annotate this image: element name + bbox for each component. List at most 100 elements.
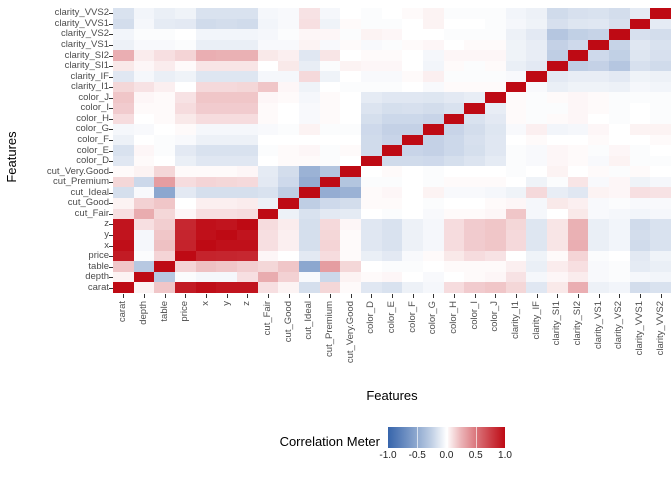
- heatmap-cell: [113, 250, 134, 262]
- x-tick-label: cut_Premium: [324, 301, 335, 357]
- heatmap-cell: [546, 134, 568, 146]
- heatmap-cell: [133, 208, 155, 220]
- x-tick-label: depth: [138, 301, 149, 325]
- heatmap-cell: [422, 124, 444, 135]
- heatmap-cell: [133, 271, 155, 283]
- heatmap-cell: [567, 208, 589, 220]
- heatmap-cell: [443, 282, 465, 293]
- heatmap-cell: [381, 240, 403, 251]
- x-tick-label: clarity_VS2: [613, 301, 625, 350]
- heatmap-cell: [298, 197, 320, 209]
- heatmap-cell: [546, 240, 568, 251]
- heatmap-cell: [360, 29, 382, 40]
- heatmap-cell: [319, 134, 341, 146]
- heatmap-cell: [113, 166, 134, 177]
- x-tick-mark: [206, 294, 207, 298]
- x-tick-mark: [309, 294, 311, 298]
- heatmap-cell: [216, 29, 237, 40]
- heatmap-cell: [174, 124, 196, 135]
- heatmap-cell: [113, 240, 134, 251]
- heatmap-cell: [443, 240, 465, 251]
- heatmap-cell: [381, 50, 403, 61]
- heatmap-cell: [360, 166, 382, 177]
- legend-tick-label: -0.5: [408, 450, 426, 461]
- heatmap-cell: [484, 102, 506, 114]
- y-tick-label: clarity_SI1: [64, 60, 109, 72]
- heatmap-cell: [113, 92, 134, 103]
- heatmap-cell: [257, 187, 279, 198]
- heatmap-cell: [588, 134, 609, 146]
- heatmap-cell: [422, 208, 444, 220]
- heatmap-cell: [278, 219, 299, 230]
- heatmap-cell: [505, 166, 527, 177]
- heatmap-cell: [381, 124, 403, 135]
- y-tick-label: clarity_SI2: [64, 49, 109, 61]
- heatmap-cell: [298, 176, 320, 188]
- heatmap-cell: [174, 18, 196, 30]
- heatmap-cell: [340, 81, 361, 93]
- heatmap-cell: [278, 187, 299, 198]
- heatmap-cell: [298, 39, 320, 51]
- heatmap-cell: [278, 166, 299, 177]
- heatmap-cell: [484, 197, 506, 209]
- heatmap-cell: [340, 102, 361, 114]
- heatmap-cell: [402, 166, 423, 177]
- heatmap-cell: [608, 187, 630, 198]
- y-tick-label: cut_Very.Good: [46, 165, 109, 177]
- heatmap-cell: [608, 219, 630, 230]
- heatmap-cell: [257, 271, 279, 283]
- heatmap-cell: [546, 229, 568, 241]
- heatmap-cell: [650, 176, 671, 188]
- y-tick-mark: [108, 76, 113, 78]
- heatmap-cell: [195, 208, 217, 220]
- heatmap-cell: [567, 197, 589, 209]
- heatmap-cell: [154, 71, 175, 82]
- y-tick-label: cut_Premium: [53, 176, 109, 188]
- heatmap-cell: [236, 229, 258, 241]
- heatmap-cell: [443, 155, 465, 167]
- heatmap-cell: [298, 240, 320, 251]
- heatmap-cell: [319, 229, 341, 241]
- heatmap-cell: [484, 39, 506, 51]
- heatmap-cell: [567, 81, 589, 93]
- heatmap-cell: [174, 92, 196, 103]
- heatmap-cell: [278, 155, 299, 167]
- heatmap-cell: [133, 166, 155, 177]
- heatmap-cell: [526, 18, 547, 30]
- y-tick-label: z: [104, 218, 109, 230]
- y-tick-label: color_G: [75, 123, 109, 135]
- heatmap-cell: [154, 113, 175, 125]
- heatmap-cell: [113, 124, 134, 135]
- x-tick-mark: [619, 294, 621, 298]
- heatmap-cell: [216, 229, 237, 241]
- heatmap-cell: [381, 134, 403, 146]
- heatmap-cell: [216, 219, 237, 230]
- heatmap-cell: [443, 102, 465, 114]
- x-tick-label: clarity_SI2: [572, 301, 583, 346]
- heatmap-cell: [588, 81, 609, 93]
- heatmap-cell: [340, 250, 361, 262]
- heatmap-cell: [588, 50, 609, 61]
- y-tick-label: carat: [87, 281, 109, 293]
- y-tick-mark: [108, 161, 113, 163]
- legend-tick-label: -1.0: [379, 450, 397, 461]
- heatmap-cell: [526, 29, 547, 40]
- heatmap-cell: [133, 155, 155, 167]
- heatmap-cell: [567, 8, 589, 19]
- y-tick-label: y: [104, 228, 109, 240]
- heatmap-cell: [484, 145, 506, 156]
- heatmap-cell: [505, 102, 527, 114]
- y-tick-mark: [108, 13, 113, 15]
- heatmap-cell: [567, 240, 589, 251]
- heatmap-cell: [340, 155, 361, 167]
- heatmap-cell: [133, 197, 155, 209]
- heatmap-cell: [650, 113, 671, 125]
- heatmap-cell: [608, 176, 630, 188]
- heatmap-cell: [360, 271, 382, 283]
- heatmap-cell: [402, 50, 423, 61]
- x-tick-mark: [288, 294, 290, 298]
- y-tick-mark: [108, 55, 113, 57]
- heatmap-cell: [174, 155, 196, 167]
- heatmap-cell: [629, 8, 651, 19]
- x-tick-label: color_J: [489, 301, 501, 332]
